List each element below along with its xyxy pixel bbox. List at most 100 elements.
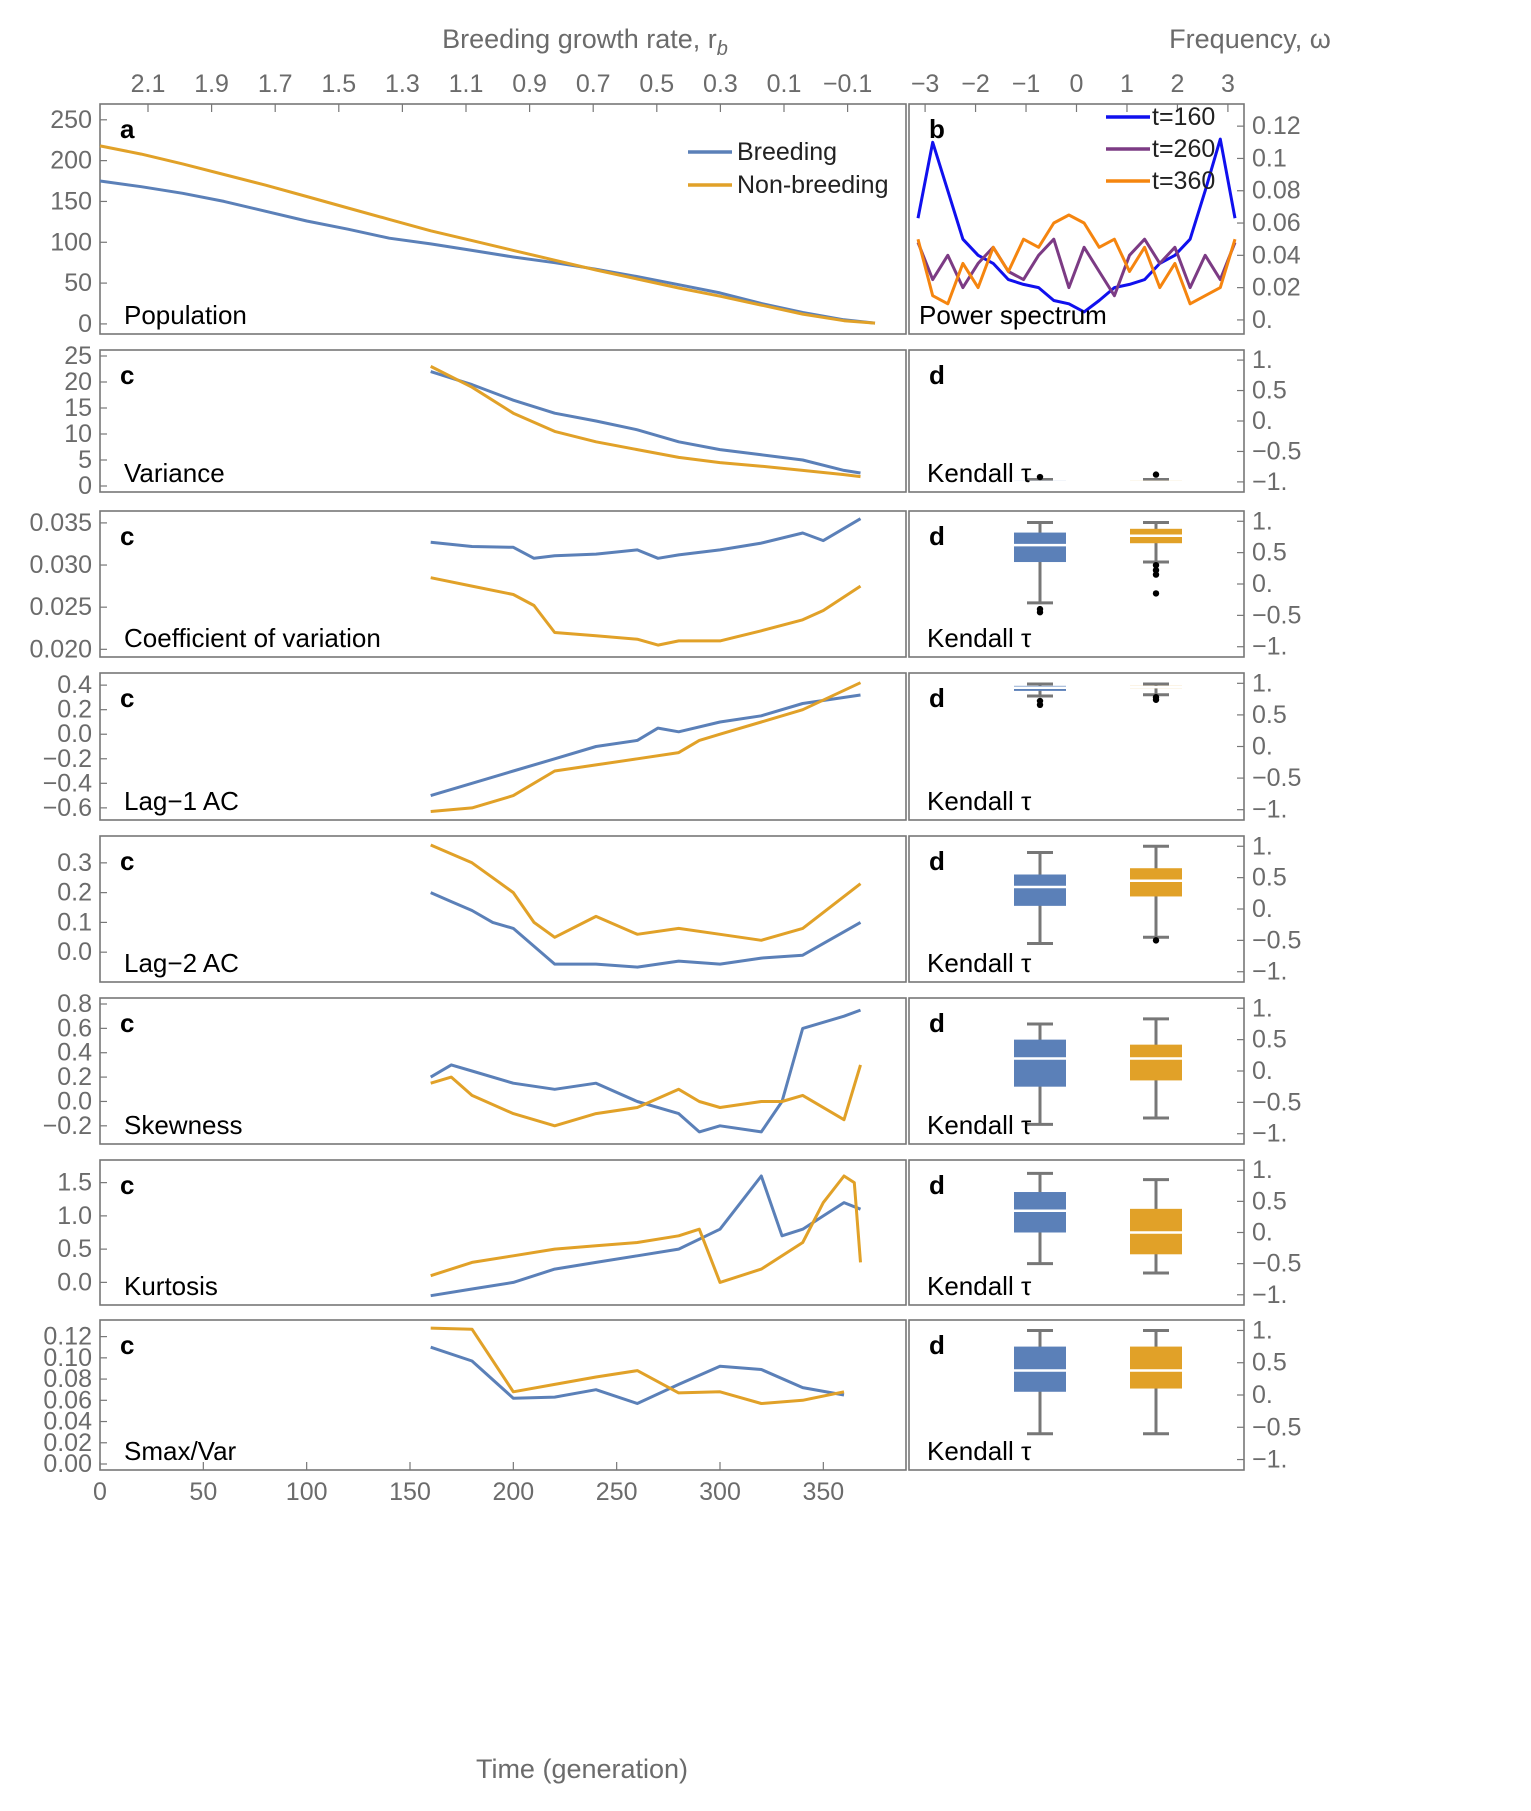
panel-letter: d [929, 360, 945, 390]
series-line-breeding [430, 891, 862, 969]
bottom-axis-tick-label: 0 [93, 1478, 107, 1506]
series-line-breeding [430, 1174, 862, 1298]
y-tick-label: 0.2 [57, 696, 92, 724]
box-outlier [1152, 571, 1160, 578]
kendall-y-tick-label: 0.5 [1252, 377, 1287, 405]
kendall-y-tick-label: 1. [1252, 1316, 1273, 1344]
top-axis-tick-label: 0.3 [703, 70, 738, 98]
panel-frame-left-7 [99, 1319, 907, 1471]
y-tick-label: 0.3 [57, 849, 92, 877]
kendall-y-tick-label: −1. [1252, 958, 1287, 986]
series-line-non-breeding [430, 843, 862, 942]
y-tick-label: 0.8 [57, 990, 92, 1018]
series-line-non-breeding [430, 1174, 862, 1284]
top-axis-tick-label: 0.5 [639, 70, 674, 98]
y-tick-label: 0.0 [57, 1268, 92, 1296]
box-non-breeding [1130, 1178, 1182, 1275]
box-body [1014, 1346, 1066, 1392]
box-outlier [1152, 696, 1160, 703]
top-axis-tick-label: −0.1 [823, 70, 872, 98]
box-outlier [1036, 701, 1044, 708]
top-axis-tick-label: 1.9 [194, 70, 229, 98]
top-axis-tick-label: 0.7 [576, 70, 611, 98]
panel-label: Kendall τ [927, 458, 1032, 488]
box-body [1130, 868, 1182, 897]
box-breeding [1014, 1328, 1066, 1436]
y-tick-label: 0.02 [1252, 274, 1301, 302]
top-axis-tick-label: 1.5 [321, 70, 356, 98]
y-tick-label: 150 [50, 187, 92, 215]
panel-letter: c [120, 1330, 134, 1360]
y-tick-label: 50 [64, 269, 92, 297]
legend-label: t=160 [1152, 103, 1215, 131]
kendall-y-tick-label: 0. [1252, 1381, 1273, 1409]
kendall-y-tick-label: −1. [1252, 1120, 1287, 1148]
panel-label: Lag−1 AC [124, 786, 239, 816]
y-tick-label: 0.1 [57, 908, 92, 936]
series-line-breeding [429, 1008, 862, 1134]
y-tick-label: 0.12 [43, 1323, 92, 1351]
kendall-y-tick-label: 1. [1252, 346, 1273, 374]
panel-letter: d [929, 683, 945, 713]
kendall-y-tick-label: 0. [1252, 1219, 1273, 1247]
bottom-axis-tick-label: 50 [189, 1478, 217, 1506]
box-breeding [1014, 682, 1066, 708]
kendall-y-tick-label: −1. [1252, 1281, 1287, 1309]
y-tick-label: 0.030 [29, 551, 92, 579]
bottom-axis-tick-label: 100 [286, 1478, 328, 1506]
kendall-y-tick-label: 1. [1252, 669, 1273, 697]
bottom-axis-tick-label: 150 [389, 1478, 431, 1506]
top-axis-title: Breeding growth rate, rb [442, 24, 728, 60]
bottom-axis-tick-label: 200 [492, 1478, 534, 1506]
kendall-y-tick-label: −0.5 [1252, 1413, 1301, 1441]
freq-axis-title: Frequency, ω [1169, 24, 1331, 54]
kendall-y-tick-label: 0.5 [1252, 539, 1287, 567]
series-line-breeding [430, 370, 861, 475]
panel-letter: c [120, 683, 134, 713]
panel-frame-left-0 [99, 103, 907, 335]
top-axis-tick-label: 2.1 [131, 70, 166, 98]
kendall-y-tick-label: 1. [1252, 1156, 1273, 1184]
panel-letter: d [929, 1008, 945, 1038]
kendall-y-tick-label: 0. [1252, 733, 1273, 761]
panel-label: Population [124, 300, 247, 330]
panel-letter: d [929, 1170, 945, 1200]
y-tick-label: 0.4 [57, 671, 92, 699]
kendall-y-tick-label: 0.5 [1252, 1026, 1287, 1054]
bottom-axis-title: Time (generation) [476, 1754, 688, 1784]
panel-letter: c [120, 360, 134, 390]
box-breeding [1014, 1022, 1066, 1126]
series-line-non-breeding [430, 365, 861, 479]
legend-label: t=260 [1152, 135, 1215, 163]
panel-label: Coefficient of variation [124, 623, 381, 653]
kendall-y-tick-label: 0. [1252, 570, 1273, 598]
panel-letter: d [929, 1330, 945, 1360]
series-line-non-breeding [430, 576, 862, 647]
top-axis-tick-label: 0.1 [767, 70, 802, 98]
y-tick-label: 0 [78, 310, 92, 338]
freq-axis-tick-label: −3 [911, 70, 940, 98]
y-tick-label: 0.2 [57, 879, 92, 907]
kendall-y-tick-label: −0.5 [1252, 437, 1301, 465]
freq-axis-tick-label: 0 [1070, 70, 1084, 98]
kendall-y-tick-label: 0. [1252, 407, 1273, 435]
kendall-y-tick-label: −1. [1252, 796, 1287, 824]
panel-label: Variance [124, 458, 225, 488]
kendall-y-tick-label: 0.5 [1252, 864, 1287, 892]
box-outlier [1152, 471, 1160, 478]
y-tick-label: 0.025 [29, 593, 92, 621]
box-non-breeding [1130, 844, 1182, 944]
top-axis-tick-label: 1.3 [385, 70, 420, 98]
y-tick-label: 0. [1252, 306, 1273, 334]
y-tick-label: 0.06 [1252, 209, 1301, 237]
y-tick-label: 0.06 [43, 1386, 92, 1414]
box-outlier [1152, 567, 1160, 574]
y-tick-label: 1.5 [57, 1169, 92, 1197]
panel-frame-left-5 [99, 997, 907, 1145]
y-tick-label: 0.04 [1252, 241, 1301, 269]
box-body [1014, 532, 1066, 563]
panel-label: Kendall τ [927, 1110, 1032, 1140]
box-non-breeding [1130, 521, 1182, 597]
box-non-breeding [1130, 1328, 1182, 1436]
y-tick-label: −0.2 [43, 745, 92, 773]
